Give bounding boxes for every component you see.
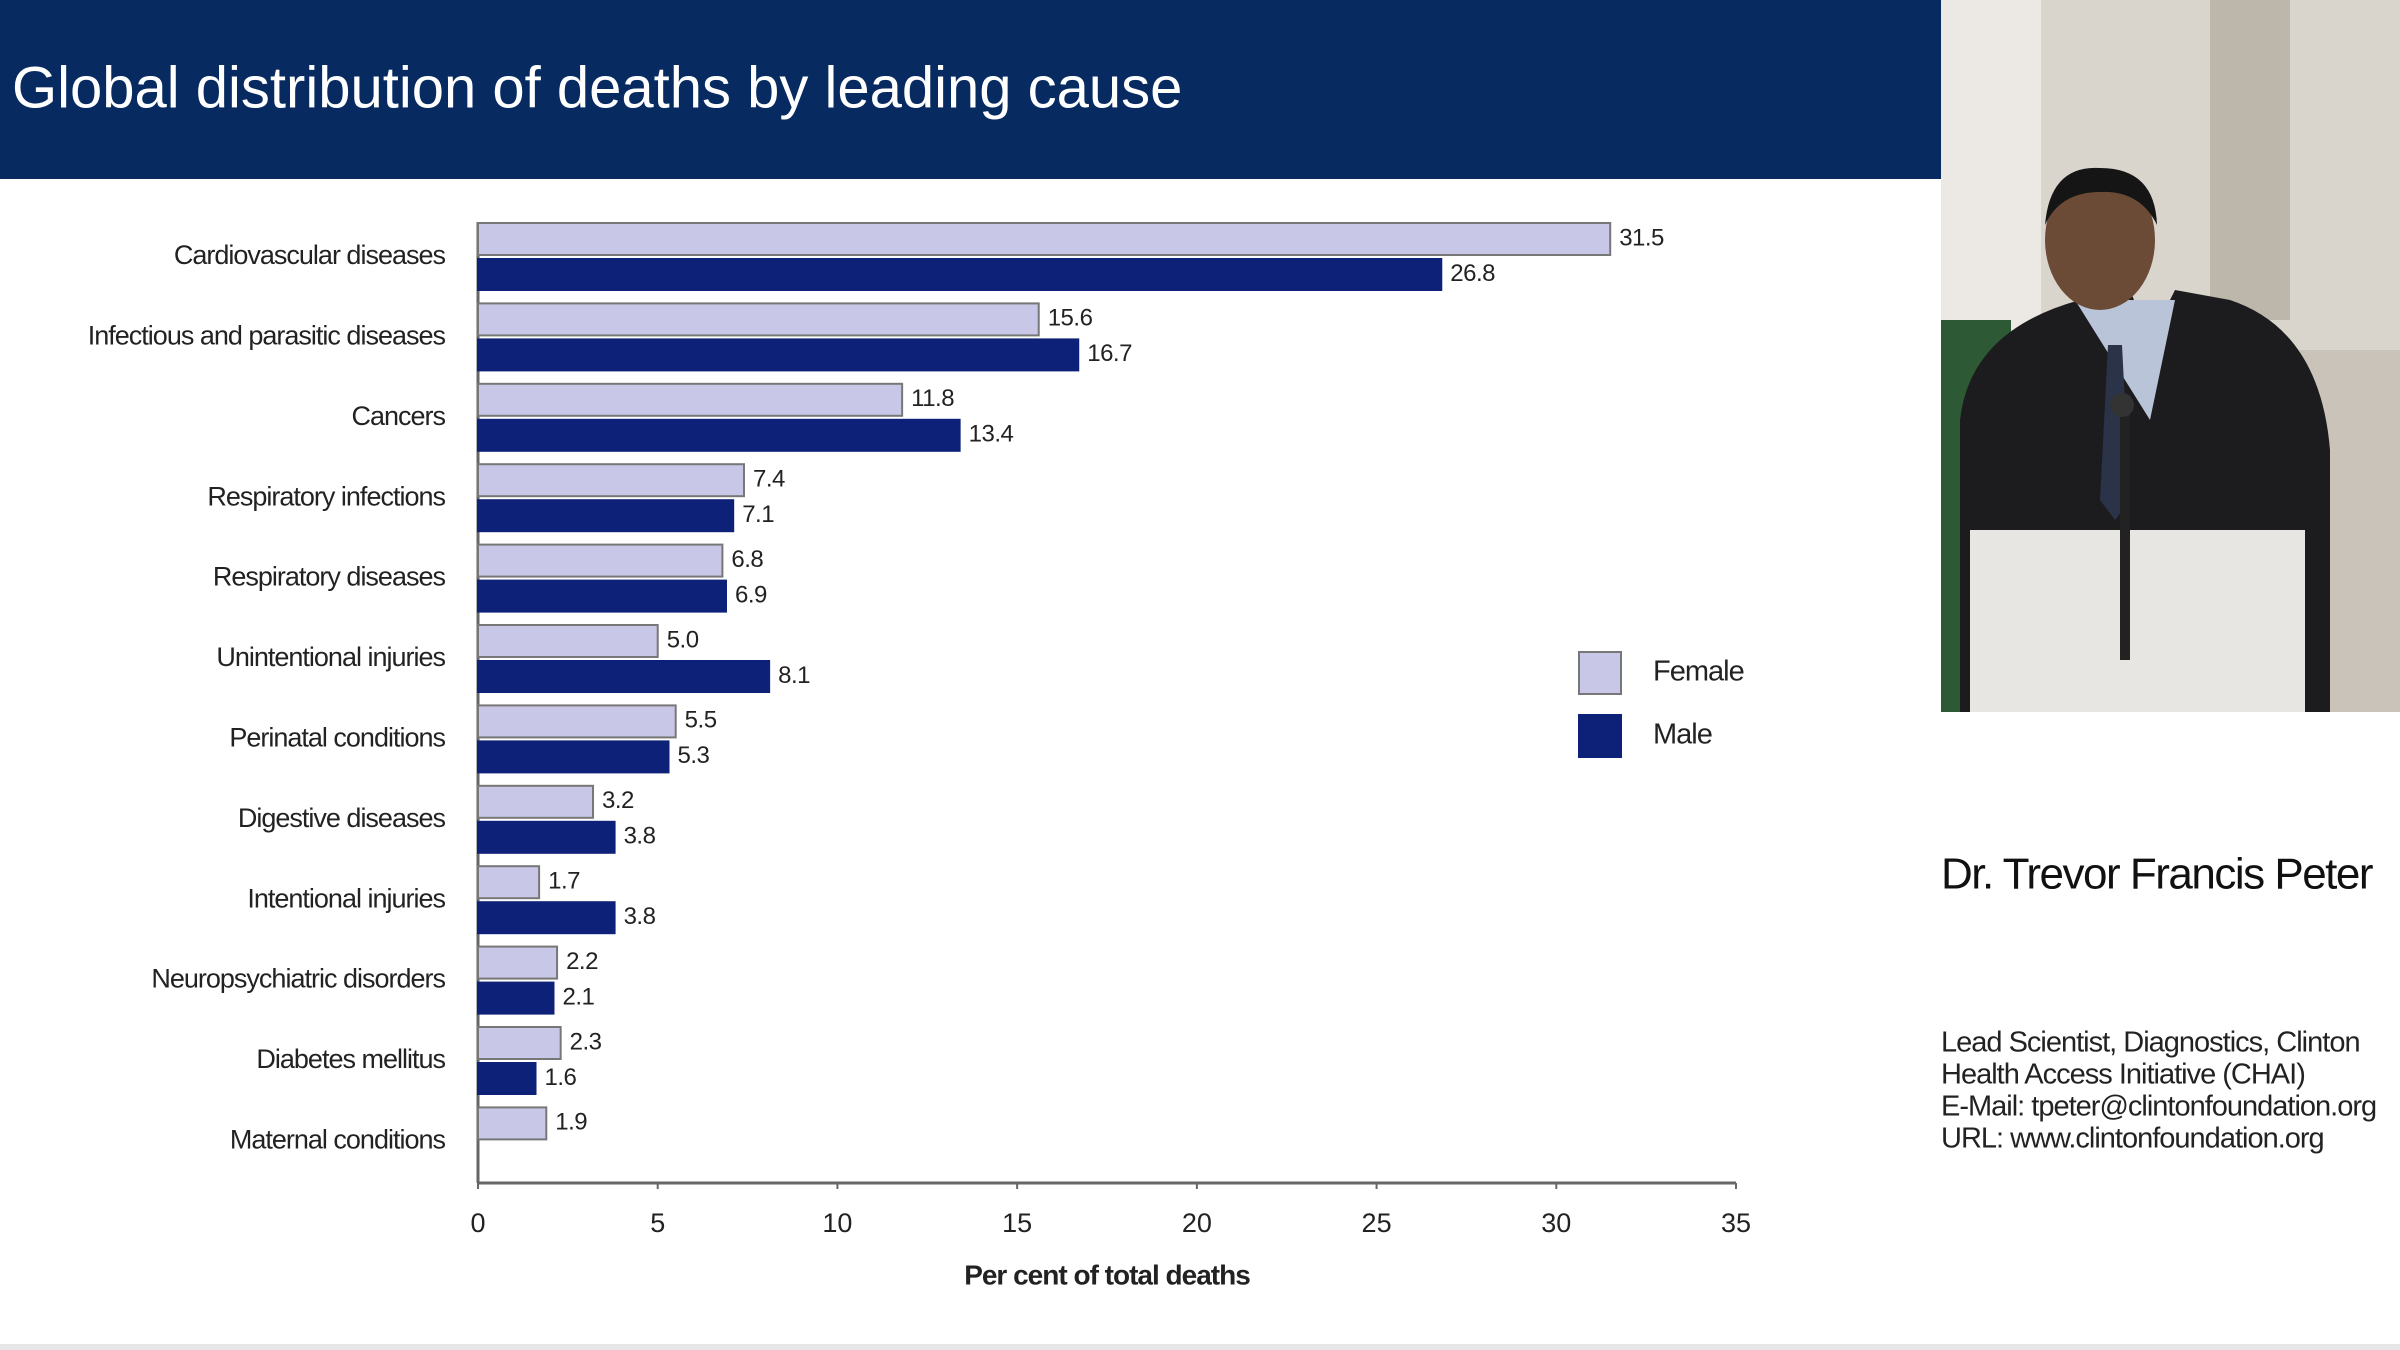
bar	[477, 784, 595, 819]
chart-title: Global distribution of deaths by leading…	[12, 55, 1182, 120]
bar	[477, 579, 728, 613]
x-axis-title: Per cent of total deaths	[964, 1259, 1250, 1290]
value-label: 8.1	[778, 662, 810, 689]
speaker-detail: Lead Scientist, Diagnostics, Clinton	[1941, 1027, 2360, 1059]
value-label: 13.4	[969, 421, 1014, 448]
category-label: Infectious and parasitic diseases	[88, 321, 446, 351]
value-label: 26.8	[1450, 260, 1495, 287]
bar	[477, 543, 724, 578]
category-label: Maternal conditions	[230, 1125, 446, 1155]
bar	[477, 499, 735, 533]
category-label: Perinatal conditions	[229, 723, 445, 753]
value-label: 2.1	[562, 983, 594, 1010]
bar	[477, 945, 559, 980]
value-label: 5.0	[667, 626, 699, 653]
x-tick-label: 35	[1721, 1208, 1751, 1238]
value-label: 2.3	[570, 1028, 602, 1055]
bar	[477, 660, 771, 693]
speaker-name: Dr. Trevor Francis Peter	[1941, 850, 2373, 899]
bar	[477, 704, 677, 739]
value-label: 15.6	[1048, 305, 1093, 332]
category-label: Diabetes mellitus	[256, 1044, 445, 1074]
x-tick-label: 30	[1541, 1208, 1571, 1238]
speaker-detail: Health Access Initiative (CHAI)	[1941, 1059, 2305, 1091]
category-label: Unintentional injuries	[216, 642, 445, 672]
bar	[477, 1026, 562, 1060]
category-label: Respiratory diseases	[213, 562, 446, 592]
speaker-video	[1941, 0, 2400, 712]
value-label: 16.7	[1087, 340, 1132, 367]
legend-label: Male	[1653, 719, 1712, 751]
value-label: 2.2	[566, 948, 598, 975]
bar	[477, 258, 1443, 291]
bar	[477, 338, 1080, 372]
value-label: 3.8	[624, 823, 656, 850]
value-label: 7.4	[753, 466, 785, 493]
chart: 0 5 10 15 20 25 30 35 Per cent of total deaths Ca…	[88, 222, 1751, 1290]
bar	[477, 981, 555, 1015]
value-label: 3.8	[624, 903, 656, 930]
bar	[477, 820, 616, 854]
category-label: Intentional injuries	[247, 883, 445, 913]
value-label: 6.9	[735, 581, 767, 608]
legend-swatch	[1578, 714, 1622, 758]
category-label: Cardiovascular diseases	[174, 240, 446, 270]
x-tick-label: 25	[1362, 1208, 1392, 1238]
bar	[477, 901, 616, 935]
bar	[477, 865, 541, 900]
value-label: 3.2	[602, 787, 634, 814]
x-tick-label: 15	[1002, 1208, 1032, 1238]
bar	[477, 382, 904, 417]
value-label: 5.3	[677, 742, 709, 769]
bar	[477, 463, 745, 498]
value-label: 7.1	[742, 501, 774, 528]
x-tick-label: 5	[650, 1208, 665, 1238]
value-label: 5.5	[685, 707, 717, 734]
category-label: Cancers	[351, 401, 445, 431]
title-bar	[0, 0, 1941, 179]
x-tick-label: 10	[822, 1208, 852, 1238]
x-tick-label: 20	[1182, 1208, 1212, 1238]
bar	[477, 740, 670, 774]
value-label: 1.7	[548, 868, 580, 895]
speaker-detail: E-Mail: tpeter@clintonfoundation.org	[1941, 1091, 2376, 1123]
category-label: Neuropsychiatric disorders	[151, 964, 445, 994]
speaker-details: Lead Scientist, Diagnostics, ClintonHeal…	[1941, 1027, 2377, 1155]
category-label: Digestive diseases	[238, 803, 446, 833]
value-label: 1.9	[555, 1109, 587, 1136]
bottom-strip	[0, 1344, 2400, 1350]
value-label: 11.8	[911, 385, 954, 412]
bar	[477, 1106, 548, 1141]
category-label: Respiratory infections	[207, 481, 445, 511]
speaker-detail: URL: www.clintonfoundation.org	[1941, 1123, 2324, 1155]
bar	[477, 624, 659, 658]
value-label: 31.5	[1619, 224, 1664, 251]
value-label: 1.6	[545, 1064, 577, 1091]
legend-swatch	[1578, 651, 1622, 695]
bar	[477, 302, 1040, 337]
legend-label: Female	[1653, 656, 1744, 688]
bar	[477, 1062, 537, 1095]
x-tick-label: 0	[470, 1208, 485, 1238]
bar	[477, 418, 961, 452]
bar	[477, 222, 1612, 256]
value-label: 6.8	[731, 546, 763, 573]
